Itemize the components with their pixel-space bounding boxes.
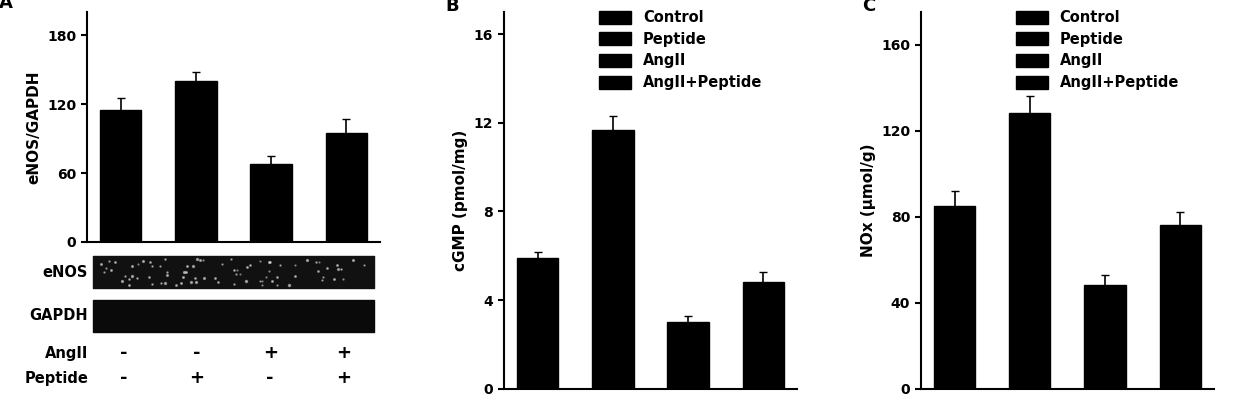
Text: -: - bbox=[120, 369, 128, 387]
Bar bbox=[592, 130, 633, 389]
Bar bbox=[1160, 225, 1201, 389]
Text: C: C bbox=[862, 0, 875, 15]
Text: A: A bbox=[0, 0, 12, 12]
Text: GAPDH: GAPDH bbox=[30, 308, 88, 323]
Bar bbox=[175, 81, 217, 242]
Text: -: - bbox=[193, 344, 201, 362]
Y-axis label: cGMP (pmol/mg): cGMP (pmol/mg) bbox=[453, 130, 468, 271]
Text: +: + bbox=[336, 369, 351, 387]
Bar bbox=[668, 322, 709, 389]
Text: Peptide: Peptide bbox=[25, 371, 88, 386]
Bar bbox=[742, 282, 784, 389]
Y-axis label: NOx (μmol/g): NOx (μmol/g) bbox=[861, 144, 876, 257]
Bar bbox=[934, 206, 975, 389]
Bar bbox=[1009, 113, 1051, 389]
Bar bbox=[517, 258, 559, 389]
Bar bbox=[326, 133, 367, 242]
Text: B: B bbox=[445, 0, 458, 15]
Bar bbox=[100, 110, 141, 242]
Bar bbox=[250, 164, 292, 242]
Bar bbox=[1084, 285, 1126, 389]
Text: +: + bbox=[190, 369, 204, 387]
Legend: Control, Peptide, AngII, AngII+Peptide: Control, Peptide, AngII, AngII+Peptide bbox=[593, 4, 768, 96]
Text: AngII: AngII bbox=[45, 346, 88, 361]
Text: -: - bbox=[266, 369, 274, 387]
Text: +: + bbox=[336, 344, 351, 362]
Legend: Control, Peptide, AngII, AngII+Peptide: Control, Peptide, AngII, AngII+Peptide bbox=[1010, 4, 1184, 96]
Text: -: - bbox=[120, 344, 128, 362]
Y-axis label: eNOS/GAPDH: eNOS/GAPDH bbox=[26, 70, 42, 184]
Text: eNOS: eNOS bbox=[43, 265, 88, 280]
Text: +: + bbox=[263, 344, 278, 362]
